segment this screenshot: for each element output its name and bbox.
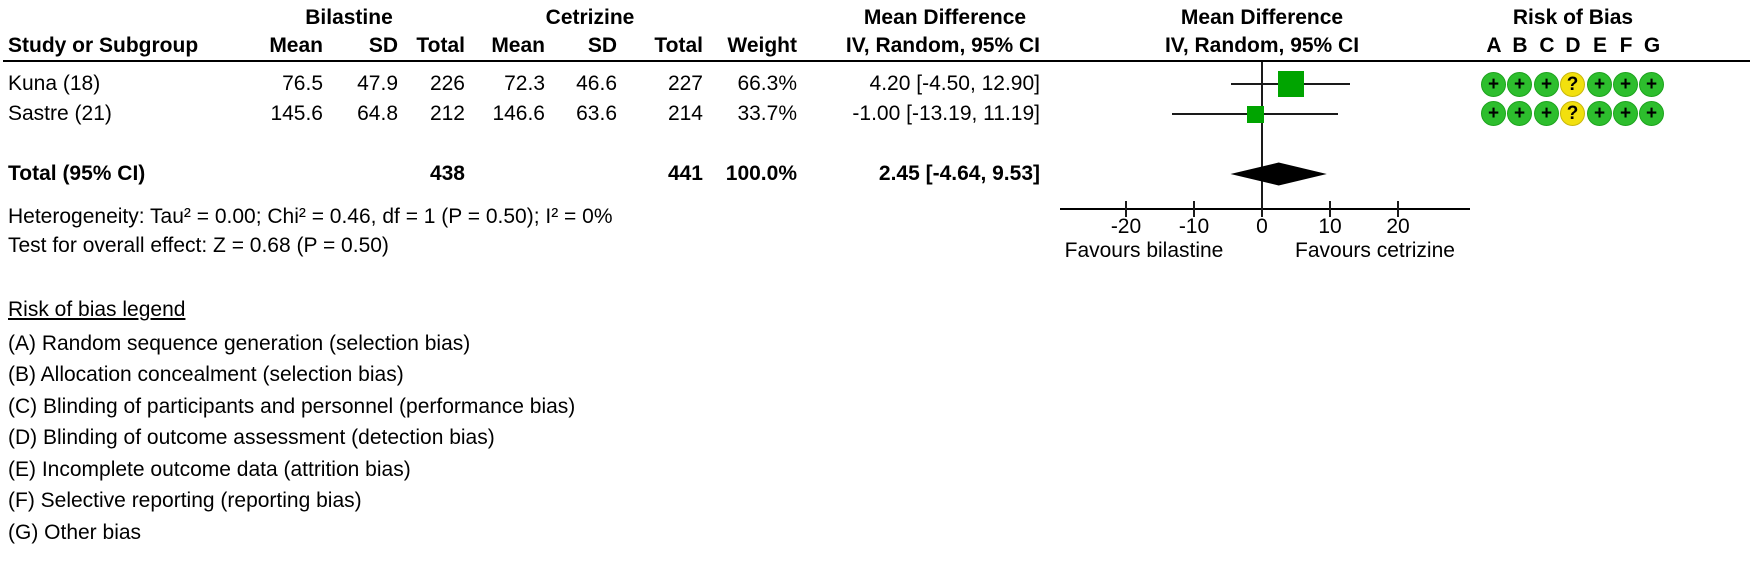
column-header-bilastine-sd: SD	[368, 34, 398, 57]
cell-bilastine-sd: 64.8	[357, 102, 398, 125]
heterogeneity-line: Heterogeneity: Tau² = 0.00; Chi² = 0.46,…	[8, 205, 613, 228]
x-tick-label: 0	[1256, 215, 1268, 238]
rob-letter-c: C	[1539, 34, 1555, 57]
cell-cetrizine-mean: 146.6	[492, 102, 545, 125]
overall-effect-line: Test for overall effect: Z = 0.68 (P = 0…	[8, 234, 389, 257]
column-header-cetrizine-sd: SD	[587, 34, 617, 57]
rob-circle-low-risk: +	[1507, 72, 1532, 97]
rob-letter-b: B	[1512, 34, 1528, 57]
column-header-cetrizine-mean: Mean	[491, 34, 545, 57]
cell-bilastine-mean: 76.5	[282, 72, 323, 95]
column-header-bilastine-total: Total	[416, 34, 465, 57]
study-name: Kuna (18)	[8, 72, 101, 95]
group-header-risk-of-bias: Risk of Bias	[1512, 6, 1634, 29]
study-name: Sastre (21)	[8, 102, 112, 125]
cell-bilastine-sd: 47.9	[357, 72, 398, 95]
favours-left-label: Favours bilastine	[1064, 239, 1224, 262]
column-header-bilastine-mean: Mean	[269, 34, 323, 57]
rob-letter-a: A	[1486, 34, 1502, 57]
cell-bilastine-total: 226	[429, 72, 465, 95]
cell-cetrizine-sd: 63.6	[576, 102, 617, 125]
total-bilastine-n: 438	[429, 162, 465, 185]
rob-legend-title: Risk of bias legend	[8, 298, 186, 321]
total-ci-text: 2.45 [-4.64, 9.53]	[878, 162, 1040, 185]
x-tick	[1329, 201, 1331, 217]
rob-circle-unclear-risk: ?	[1560, 72, 1585, 97]
column-header-cetrizine-total: Total	[654, 34, 703, 57]
cell-cetrizine-total: 214	[667, 102, 703, 125]
rob-circle-low-risk: +	[1587, 101, 1612, 126]
group-header-bilastine: Bilastine	[305, 6, 393, 29]
effect-square-sastre	[1247, 106, 1264, 123]
cell-cetrizine-sd: 46.6	[576, 72, 617, 95]
effect-square-kuna	[1278, 71, 1304, 97]
cell-ci-text: 4.20 [-4.50, 12.90]	[869, 72, 1040, 95]
x-tick	[1397, 201, 1399, 217]
rob-letter-f: F	[1619, 34, 1633, 57]
rob-letter-e: E	[1592, 34, 1607, 57]
rob-circle-low-risk: +	[1613, 101, 1638, 126]
column-header-weight: Weight	[727, 34, 797, 57]
rob-circle-low-risk: +	[1481, 101, 1506, 126]
rob-circle-low-risk: +	[1534, 72, 1559, 97]
rob-legend-item-a: (A) Random sequence generation (selectio…	[8, 332, 471, 355]
cell-ci-text: -1.00 [-13.19, 11.19]	[852, 102, 1040, 125]
total-diamond	[1230, 162, 1327, 186]
x-tick-label: 10	[1318, 215, 1342, 238]
rob-legend-item-f: (F) Selective reporting (reporting bias)	[8, 489, 362, 512]
x-tick	[1193, 201, 1195, 217]
rob-letter-d: D	[1565, 34, 1581, 57]
total-weight: 100.0%	[725, 162, 797, 185]
rob-circle-low-risk: +	[1587, 72, 1612, 97]
group-header-cetrizine: Cetrizine	[545, 6, 635, 29]
rob-legend-item-e: (E) Incomplete outcome data (attrition b…	[8, 458, 411, 481]
group-header-mean-difference-plot: Mean Difference	[1180, 6, 1344, 29]
rob-legend-item-b: (B) Allocation concealment (selection bi…	[8, 363, 404, 386]
rob-letter-g: G	[1643, 34, 1661, 57]
group-header-mean-difference-column: Mean Difference	[863, 6, 1027, 29]
rob-circle-low-risk: +	[1534, 101, 1559, 126]
favours-right-label: Favours cetrizine	[1295, 239, 1455, 262]
rob-circle-low-risk: +	[1639, 101, 1664, 126]
cell-bilastine-mean: 145.6	[270, 102, 323, 125]
column-header-study: Study or Subgroup	[8, 34, 199, 57]
column-header-method-plot: IV, Random, 95% CI	[1164, 34, 1360, 57]
zero-line	[1261, 62, 1263, 209]
x-tick-label: 20	[1386, 215, 1410, 238]
rob-circle-low-risk: +	[1613, 72, 1638, 97]
cell-cetrizine-mean: 72.3	[504, 72, 545, 95]
x-tick-label: -20	[1110, 215, 1142, 238]
total-label: Total (95% CI)	[8, 162, 146, 185]
column-header-method: IV, Random, 95% CI	[845, 34, 1040, 57]
x-tick	[1261, 201, 1263, 217]
cell-bilastine-total: 212	[429, 102, 465, 125]
cell-weight: 33.7%	[737, 102, 797, 125]
rob-legend-item-g: (G) Other bias	[8, 521, 142, 544]
rob-circle-low-risk: +	[1639, 72, 1664, 97]
cell-cetrizine-total: 227	[667, 72, 703, 95]
x-axis	[1060, 208, 1470, 210]
rob-legend-item-c: (C) Blinding of participants and personn…	[8, 395, 576, 418]
cell-weight: 66.3%	[737, 72, 797, 95]
header-rule	[3, 60, 1750, 62]
rob-circle-low-risk: +	[1507, 101, 1532, 126]
total-cetrizine-n: 441	[667, 162, 703, 185]
x-tick-label: -10	[1178, 215, 1210, 238]
x-tick	[1125, 201, 1127, 217]
rob-circle-unclear-risk: ?	[1560, 101, 1585, 126]
rob-legend-item-d: (D) Blinding of outcome assessment (dete…	[8, 426, 495, 449]
rob-circle-low-risk: +	[1481, 72, 1506, 97]
